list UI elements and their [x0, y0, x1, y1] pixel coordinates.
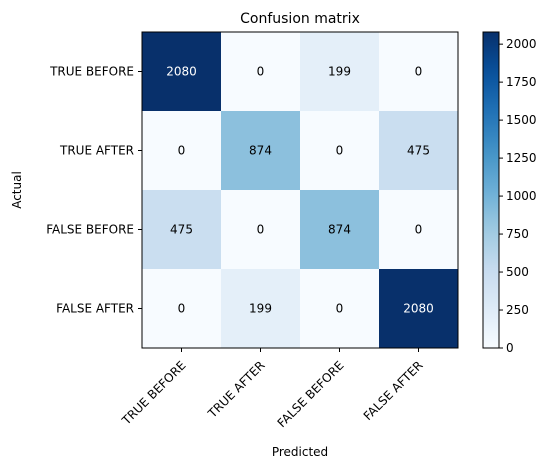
colorbar-tick-label: 1750	[506, 75, 537, 89]
y-tick-label: FALSE BEFORE	[46, 223, 134, 237]
colorbar-tick-label: 0	[506, 341, 514, 355]
colorbar-tick-label: 1500	[506, 113, 537, 127]
colorbar-tick-label: 1250	[506, 151, 537, 165]
y-tick-label: FALSE AFTER	[56, 302, 134, 316]
heatmap-cell	[142, 269, 222, 349]
colorbar-tick-label: 1000	[506, 189, 537, 203]
x-tick-label: TRUE BEFORE	[119, 358, 189, 428]
heatmap-cell	[221, 32, 301, 112]
colorbar-tick-label: 750	[506, 227, 529, 241]
heatmap-cell	[142, 190, 222, 270]
heatmap-cells	[142, 32, 459, 349]
x-axis-title: Predicted	[272, 445, 328, 459]
cell-value-label: 0	[415, 223, 423, 237]
colorbar-tick-label: 500	[506, 265, 529, 279]
heatmap-cell	[379, 269, 459, 349]
cell-value-label: 199	[328, 65, 351, 79]
cell-value-label: 475	[407, 144, 430, 158]
cell-value-label: 0	[336, 144, 344, 158]
cell-value-label: 0	[257, 65, 265, 79]
heatmap-cell	[379, 32, 459, 112]
cell-value-label: 2080	[403, 302, 434, 316]
cell-value-label: 874	[249, 144, 272, 158]
plot-frame	[141, 31, 459, 349]
heatmap-cell	[300, 269, 380, 349]
heatmap-cell	[221, 190, 301, 270]
x-tick-label: FALSE BEFORE	[275, 358, 347, 430]
heatmap-cell	[379, 190, 459, 270]
cell-value-label: 475	[170, 223, 193, 237]
y-axis-title: Actual	[10, 171, 24, 209]
cell-value-label: 0	[178, 144, 186, 158]
colorbar: 0 250 500 750 1000 1250 1500 1750 2000	[482, 31, 537, 355]
colorbar-tick-label: 250	[506, 303, 529, 317]
y-axis-ticks: TRUE BEFORE TRUE AFTER FALSE BEFORE FALSE A…	[46, 65, 142, 316]
y-tick-label: TRUE BEFORE	[49, 65, 134, 79]
heatmap-cell	[300, 111, 380, 191]
colorbar-gradient	[482, 31, 500, 349]
chart-title: Confusion matrix	[240, 11, 360, 27]
cell-value-label: 0	[415, 65, 423, 79]
heatmap-cell	[221, 111, 301, 191]
colorbar-tick-label: 2000	[506, 37, 537, 51]
cell-value-label: 874	[328, 223, 351, 237]
heatmap-cell	[142, 32, 222, 112]
x-tick-label: TRUE AFTER	[205, 358, 268, 421]
heatmap-cell	[300, 190, 380, 270]
cell-value-label: 0	[178, 302, 186, 316]
heatmap-cell-labels: 2080 0 199 0 0 874 0 475 475 0 874 0 0 199 0 2080	[166, 65, 434, 316]
heatmap-cell	[142, 111, 222, 191]
heatmap-cell	[221, 269, 301, 349]
cell-value-label: 2080	[166, 65, 197, 79]
heatmap-cell	[300, 32, 380, 112]
x-axis-ticks: TRUE BEFORE TRUE AFTER FALSE BEFORE FALSE A…	[119, 348, 426, 430]
x-tick-label: FALSE AFTER	[361, 358, 426, 423]
cell-value-label: 0	[336, 302, 344, 316]
cell-value-label: 0	[257, 223, 265, 237]
y-tick-label: TRUE AFTER	[59, 144, 134, 158]
cell-value-label: 199	[249, 302, 272, 316]
heatmap-cell	[379, 111, 459, 191]
